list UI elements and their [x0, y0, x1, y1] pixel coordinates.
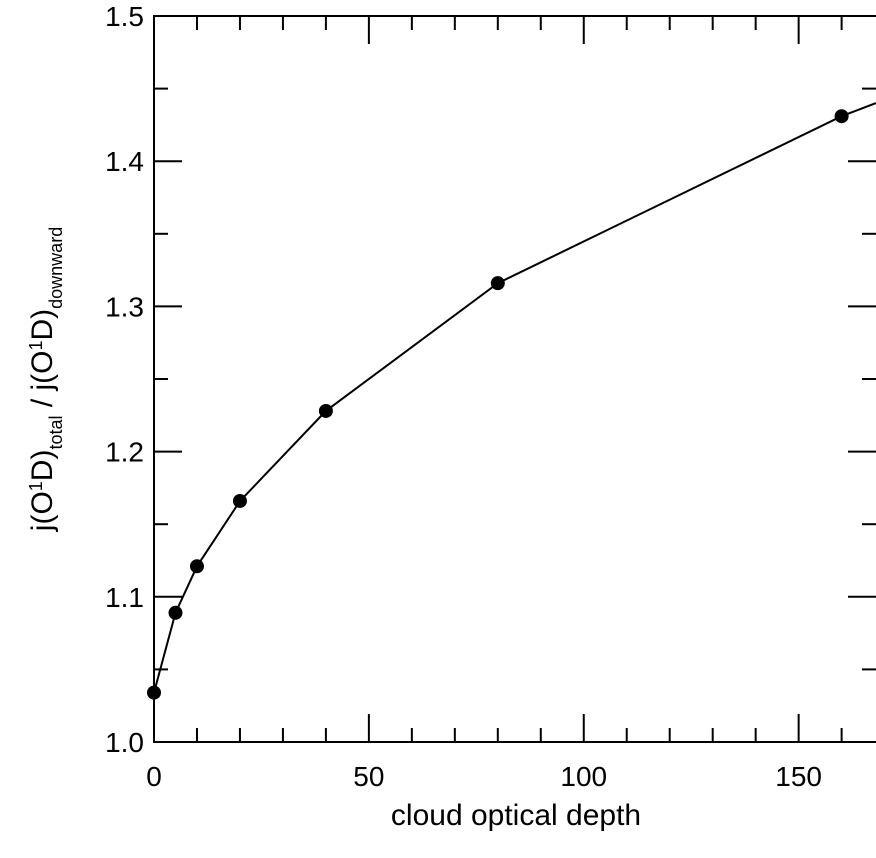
x-tick-label: 100 — [560, 761, 607, 792]
series-line — [153, 102, 876, 693]
data-point — [318, 403, 333, 418]
x-tick-label: 150 — [775, 761, 822, 792]
data-point — [834, 109, 849, 124]
data-point — [189, 559, 204, 574]
y-axis-title-sub: total — [46, 416, 66, 450]
x-axis-title: cloud optical depth — [391, 799, 641, 832]
y-axis-title: j(O1D)total / j(O1D)downward — [26, 227, 66, 532]
y-tick-label: 1.5 — [105, 1, 144, 32]
y-tick-label: 1.4 — [105, 146, 144, 177]
x-tick-label: 0 — [146, 761, 162, 792]
y-axis-title-part: j(O — [26, 491, 59, 532]
axis-ticks — [153, 15, 876, 743]
y-axis-title-part: / j(O — [26, 351, 59, 416]
data-point — [168, 605, 183, 620]
data-point — [232, 493, 247, 508]
data-point — [147, 685, 161, 700]
y-axis-title-part: D) — [26, 309, 59, 341]
y-tick-label: 1.0 — [105, 727, 144, 758]
plot-frame — [153, 15, 876, 743]
y-tick-label: 1.2 — [105, 437, 144, 468]
y-axis-title-sub: downward — [46, 227, 66, 309]
y-axis-title-sup: 1 — [26, 340, 46, 350]
x-tick-label: 50 — [353, 761, 384, 792]
tick-labels: 0 50 100 150 1.0 1.1 1.2 1.3 1.4 1.5 — [105, 1, 822, 792]
y-tick-label: 1.3 — [105, 291, 144, 322]
data-point — [490, 276, 505, 291]
y-axis-title-part: D) — [26, 450, 59, 482]
data-series — [147, 102, 876, 700]
y-tick-label: 1.1 — [105, 582, 144, 613]
y-axis-title-sup: 1 — [26, 481, 46, 491]
